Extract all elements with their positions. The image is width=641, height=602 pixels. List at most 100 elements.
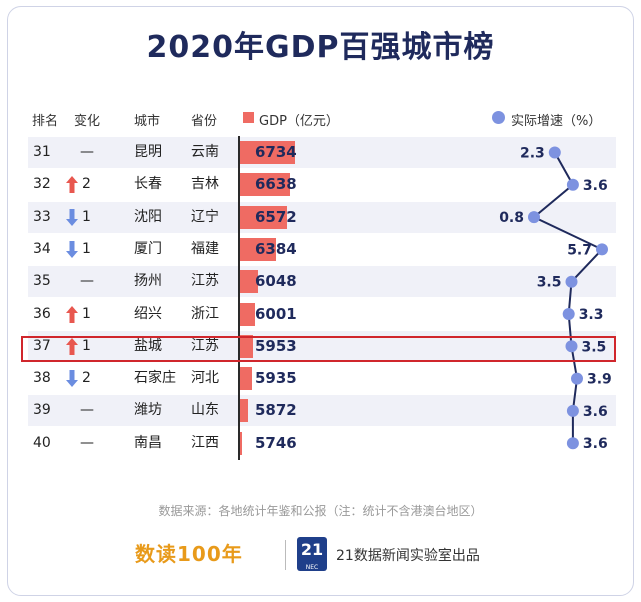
rank-cell: 32 xyxy=(33,176,51,193)
change-cell: — xyxy=(80,402,94,419)
table-row: 37 1 盐城 江苏 5953 xyxy=(28,330,616,362)
card-frame xyxy=(7,6,634,596)
growth-label: 3.6 xyxy=(583,436,608,452)
growth-label: 3.5 xyxy=(582,339,607,355)
change-cell: 2 xyxy=(82,370,91,387)
change-cell: — xyxy=(80,273,94,290)
gdp-value: 6048 xyxy=(255,272,297,291)
down-arrow-icon xyxy=(66,240,78,258)
province-cell: 江苏 xyxy=(191,337,219,354)
rank-cell: 33 xyxy=(33,208,51,225)
highlight-box xyxy=(21,336,616,362)
rank-cell: 34 xyxy=(33,240,51,257)
gdp-value: 6734 xyxy=(255,143,297,161)
province-cell: 吉林 xyxy=(191,176,219,193)
growth-point xyxy=(562,308,575,320)
up-arrow-icon xyxy=(66,176,78,194)
growth-label: 3.6 xyxy=(583,404,608,420)
change-cell: 1 xyxy=(82,240,91,257)
header-city: 城市 xyxy=(134,114,161,129)
publisher-badge-sub: NEC xyxy=(305,564,319,571)
table-row: 35 — 扬州 江苏 6048 xyxy=(28,266,616,298)
gdp-bar xyxy=(239,205,287,229)
growth-point xyxy=(548,146,561,159)
gdp-value: 6384 xyxy=(255,239,297,258)
table-row: 40 — 南昌 江西 5746 xyxy=(28,428,616,459)
gdp-bar xyxy=(239,302,256,326)
gdp-value: 5872 xyxy=(255,401,297,420)
rank-cell: 36 xyxy=(33,305,51,322)
rank-cell: 37 xyxy=(33,337,51,354)
down-arrow-icon xyxy=(66,370,78,388)
change-cell: 1 xyxy=(82,208,91,225)
growth-point xyxy=(565,340,578,353)
growth-point xyxy=(528,211,540,224)
growth-legend-marker xyxy=(492,111,505,124)
growth-point xyxy=(596,243,608,256)
city-cell: 厦门 xyxy=(134,240,162,257)
city-cell: 长春 xyxy=(134,176,162,193)
city-cell: 昆明 xyxy=(134,144,162,160)
header-gdp: GDP（亿元） xyxy=(259,114,339,129)
province-cell: 浙江 xyxy=(191,305,219,322)
gdp-value: 6001 xyxy=(255,304,297,323)
growth-label: 5.7 xyxy=(567,242,592,258)
province-cell: 河北 xyxy=(191,370,219,387)
table-row: 36 1 绍兴 浙江 6001 xyxy=(28,299,616,330)
gdp-value: 5935 xyxy=(255,369,297,388)
table-row: 31 — 昆明 云南 6734 xyxy=(28,137,616,168)
gdp-bar xyxy=(239,399,249,423)
gdp-bar xyxy=(239,141,296,164)
rank-cell: 31 xyxy=(33,144,51,160)
change-cell: 1 xyxy=(82,305,91,322)
province-cell: 云南 xyxy=(191,144,219,160)
growth-point xyxy=(566,178,579,191)
city-cell: 沈阳 xyxy=(134,208,162,225)
growth-point xyxy=(566,404,579,417)
change-cell: 1 xyxy=(82,337,91,354)
publisher-credit: 21数据新闻实验室出品 xyxy=(336,548,480,564)
rank-cell: 38 xyxy=(33,370,51,387)
rank-cell: 40 xyxy=(33,434,51,451)
table-row: 34 1 厦门 福建 6384 xyxy=(28,234,616,265)
change-cell: — xyxy=(80,144,94,160)
gdp-value: 6638 xyxy=(255,175,297,194)
up-arrow-icon xyxy=(66,305,78,323)
table-row: 38 2 石家庄 河北 5935 xyxy=(28,363,616,394)
growth-point xyxy=(565,275,578,288)
header-growth: 实际增速（%） xyxy=(511,114,602,129)
gdp-bar xyxy=(239,367,252,391)
province-cell: 福建 xyxy=(191,240,219,257)
gdp-legend-swatch xyxy=(243,112,254,123)
table-row: 39 — 潍坊 山东 5872 xyxy=(28,395,616,427)
city-cell: 扬州 xyxy=(134,273,162,290)
table-row: 33 1 沈阳 辽宁 6572 xyxy=(28,201,616,233)
table-row: 32 2 长春 吉林 6638 xyxy=(28,169,616,200)
change-cell: 2 xyxy=(82,176,91,193)
city-cell: 绍兴 xyxy=(134,305,162,322)
header-rank: 排名 xyxy=(32,114,59,129)
province-cell: 江西 xyxy=(191,434,219,451)
header-province: 省份 xyxy=(191,114,218,129)
publisher-badge: 21 xyxy=(297,537,327,571)
gdp-value: 5746 xyxy=(255,433,297,452)
growth-label: 3.5 xyxy=(537,275,562,291)
gdp-bar xyxy=(239,270,258,294)
series-logo: 数读100年 xyxy=(135,542,243,566)
city-cell: 盐城 xyxy=(134,337,162,354)
province-cell: 山东 xyxy=(191,402,219,419)
growth-label: 3.3 xyxy=(579,307,604,323)
growth-series-line xyxy=(532,152,604,444)
chart-title: 2020年GDP百强城市榜 xyxy=(146,30,495,65)
growth-label: 0.8 xyxy=(499,210,524,226)
gdp-axis-line xyxy=(238,136,240,460)
gdp-bar xyxy=(239,334,253,358)
gdp-bar xyxy=(239,173,291,197)
growth-label: 3.6 xyxy=(583,178,608,194)
header-change: 变化 xyxy=(74,114,101,129)
gdp-bar xyxy=(239,431,242,455)
rank-cell: 35 xyxy=(33,273,51,290)
growth-label: 3.9 xyxy=(587,372,612,388)
up-arrow-icon xyxy=(66,337,78,355)
